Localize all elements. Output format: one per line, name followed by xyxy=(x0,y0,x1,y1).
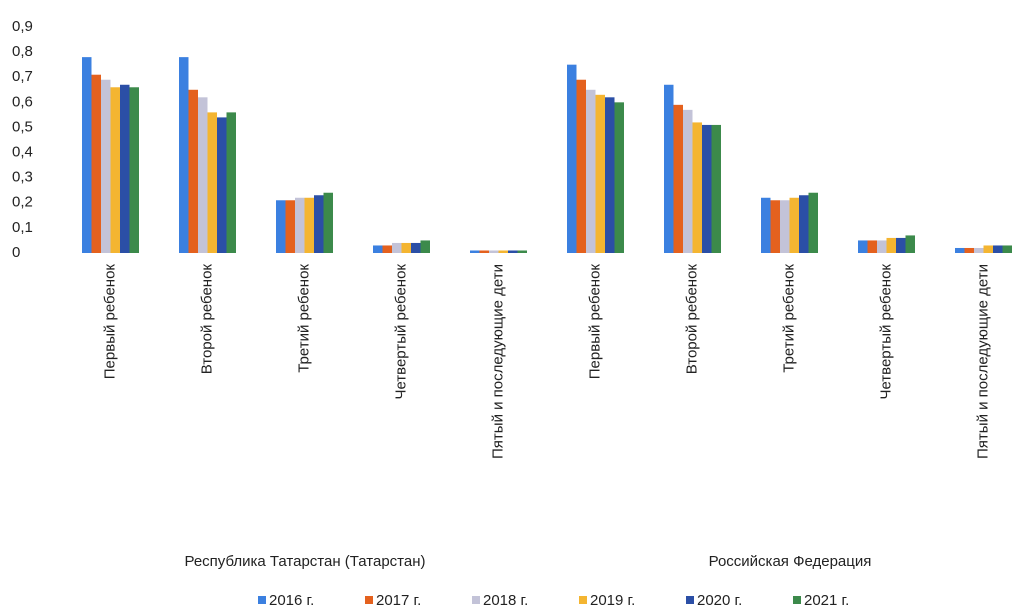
y-tick-label: 0,2 xyxy=(12,194,33,211)
bar xyxy=(702,124,712,253)
bar xyxy=(886,237,896,253)
bar xyxy=(517,250,527,253)
x-tick-label: Третий ребенок xyxy=(295,264,312,373)
y-tick-label: 0,7 xyxy=(12,68,33,85)
bar xyxy=(673,104,683,253)
legend-label: 2020 г. xyxy=(697,592,742,609)
y-tick-label: 0,4 xyxy=(12,144,33,161)
bar xyxy=(392,242,402,253)
legend-swatch xyxy=(258,596,266,604)
legend-label: 2016 г. xyxy=(269,592,314,609)
bar xyxy=(120,84,130,253)
bar xyxy=(1002,245,1012,253)
bar xyxy=(614,102,624,253)
bar xyxy=(711,124,721,253)
legend: 2016 г. 2017 г. 2018 г. 2019 г. 2020 г. 2021 … xyxy=(258,592,849,609)
bar xyxy=(877,240,887,253)
legend-swatch xyxy=(686,596,694,604)
legend-swatch xyxy=(472,596,480,604)
bar xyxy=(198,97,208,253)
bar xyxy=(692,122,702,253)
bar xyxy=(101,79,111,253)
bar xyxy=(82,57,92,254)
legend-swatch xyxy=(365,596,373,604)
x-tick-label: Третий ребенок xyxy=(780,264,797,373)
bar xyxy=(207,112,217,253)
x-tick-label: Первый ребенок xyxy=(101,264,118,380)
bar xyxy=(993,245,1003,253)
group-label: Российская Федерация xyxy=(709,553,872,570)
bar xyxy=(129,87,139,254)
bar xyxy=(896,237,906,253)
legend-swatch xyxy=(793,596,801,604)
bar xyxy=(382,245,392,253)
bar xyxy=(179,57,189,254)
bar xyxy=(304,197,314,253)
bar xyxy=(780,200,790,253)
legend-label: 2019 г. xyxy=(590,592,635,609)
x-tick-label: Пятый и последующие дети xyxy=(489,264,506,459)
legend-label: 2017 г. xyxy=(376,592,421,609)
y-tick-label: 0,9 xyxy=(12,18,33,35)
bar xyxy=(498,250,508,253)
y-tick-label: 0,1 xyxy=(12,219,33,236)
bar xyxy=(508,250,518,253)
bar xyxy=(955,247,965,253)
bar xyxy=(314,195,324,253)
x-tick-label: Первый ребенок xyxy=(586,264,603,380)
bar xyxy=(605,97,615,253)
bar xyxy=(586,89,596,254)
bar xyxy=(420,240,430,253)
legend-label: 2018 г. xyxy=(483,592,528,609)
legend-label: 2021 г. xyxy=(804,592,849,609)
legend-swatch xyxy=(579,596,587,604)
bar xyxy=(489,250,499,253)
bar xyxy=(808,192,818,253)
y-tick-label: 0,3 xyxy=(12,169,33,186)
bar xyxy=(323,192,333,253)
bar xyxy=(217,117,227,254)
bar xyxy=(226,112,236,253)
bar xyxy=(373,245,383,253)
y-tick-label: 0,6 xyxy=(12,93,33,110)
bar xyxy=(411,242,421,253)
bar xyxy=(567,64,577,254)
y-tick-label: 0,8 xyxy=(12,43,33,60)
bar xyxy=(576,79,586,253)
bar xyxy=(905,235,915,253)
bar xyxy=(479,250,489,253)
bar xyxy=(664,84,674,253)
bar xyxy=(974,247,984,253)
bar xyxy=(983,245,993,253)
y-tick-label: 0 xyxy=(12,244,20,261)
bar xyxy=(401,242,411,253)
bar xyxy=(91,74,101,253)
bar xyxy=(188,89,198,254)
bar xyxy=(867,240,877,253)
bar xyxy=(789,197,799,253)
bar xyxy=(285,200,295,253)
bar xyxy=(761,197,771,253)
y-tick-label: 0,5 xyxy=(12,118,33,135)
bar xyxy=(858,240,868,253)
x-tick-label: Четвертый ребенок xyxy=(877,264,894,400)
bar xyxy=(770,200,780,253)
group-label: Республика Татарстан (Татарстан) xyxy=(184,553,425,570)
bar xyxy=(276,200,286,253)
x-tick-label: Второй ребенок xyxy=(683,264,700,375)
x-tick-label: Пятый и последующие дети xyxy=(974,264,991,459)
x-tick-label: Четвертый ребенок xyxy=(392,264,409,400)
bar xyxy=(595,94,605,253)
bar xyxy=(683,109,693,253)
bar xyxy=(964,247,974,253)
x-tick-label: Второй ребенок xyxy=(198,264,215,375)
bar xyxy=(295,197,305,253)
bar xyxy=(799,195,809,253)
bar xyxy=(110,87,120,254)
bar xyxy=(470,250,480,253)
